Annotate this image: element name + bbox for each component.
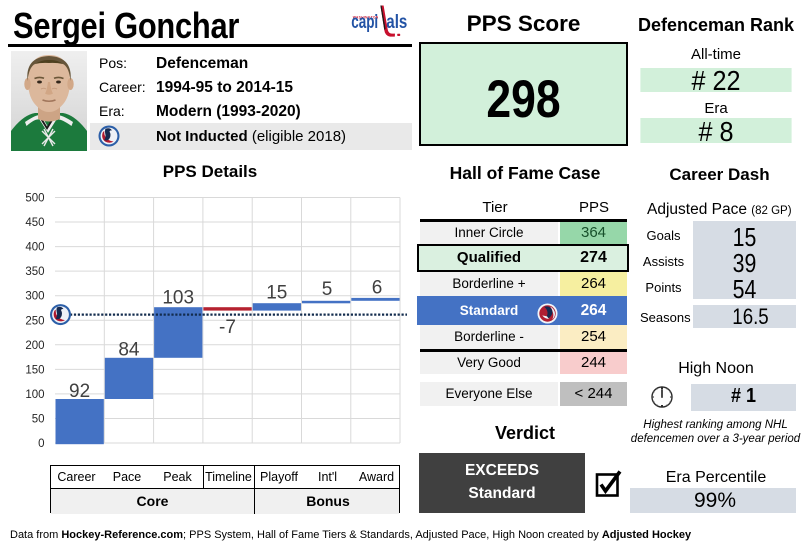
svg-text:450: 450	[25, 217, 44, 229]
svg-text:350: 350	[25, 266, 44, 278]
svg-text:-7: -7	[219, 317, 236, 338]
svg-text:500: 500	[25, 193, 44, 205]
svg-text:92: 92	[69, 381, 90, 402]
svg-text:capi: capi	[351, 12, 378, 33]
svg-text:200: 200	[25, 340, 44, 352]
svg-text:WASHINGTON: WASHINGTON	[353, 16, 379, 20]
svg-text:50: 50	[32, 414, 45, 426]
svg-text:150: 150	[25, 364, 44, 376]
svg-text:15: 15	[266, 283, 287, 304]
svg-text:300: 300	[25, 291, 44, 303]
svg-text:100: 100	[25, 389, 44, 401]
svg-text:103: 103	[162, 288, 194, 309]
svg-text:als: als	[386, 12, 407, 33]
svg-text:5: 5	[322, 279, 333, 300]
svg-text:250: 250	[25, 315, 44, 327]
svg-text:400: 400	[25, 242, 44, 254]
svg-text:0: 0	[38, 438, 44, 450]
svg-text:84: 84	[118, 340, 140, 361]
svg-text:6: 6	[372, 278, 383, 299]
